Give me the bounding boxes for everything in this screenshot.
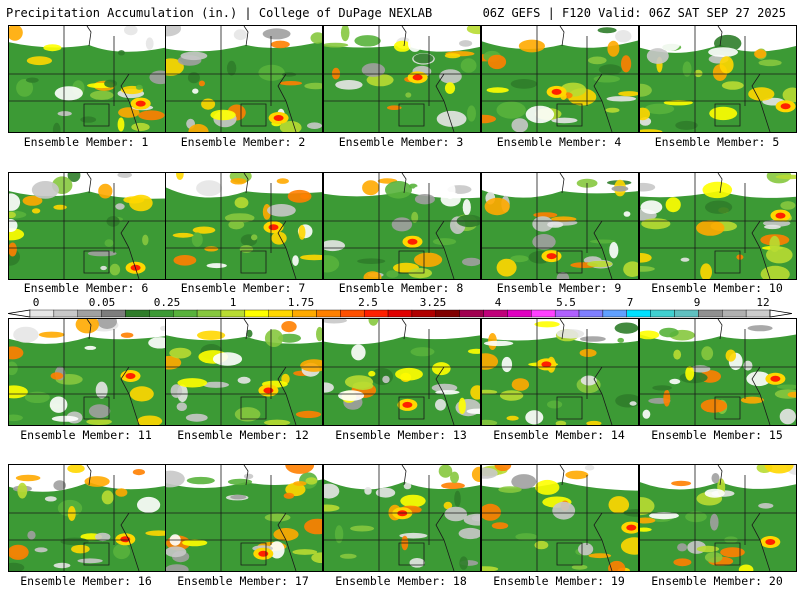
ensemble-member-label: Ensemble Member: 14	[493, 428, 625, 442]
colorbar-swatch	[531, 309, 556, 318]
ensemble-member-map	[323, 25, 481, 133]
map-title: Precipitation Accumulation (in.) | Colle…	[6, 6, 433, 20]
ensemble-member-label: Ensemble Member: 11	[20, 428, 152, 442]
ensemble-member-map	[481, 318, 639, 426]
ensemble-member-map	[481, 25, 639, 133]
colorbar-swatch	[244, 309, 269, 318]
colorbar-swatch	[722, 309, 747, 318]
ensemble-member-label: Ensemble Member: 2	[180, 135, 306, 149]
ensemble-member-label: Ensemble Member: 1	[23, 135, 149, 149]
ensemble-member-map	[165, 25, 323, 133]
colorbar-swatch	[316, 309, 341, 318]
ensemble-member-label: Ensemble Member: 12	[177, 428, 309, 442]
ensemble-member-label: Ensemble Member: 9	[496, 281, 622, 295]
colorbar-swatch	[268, 309, 293, 318]
ensemble-member-map	[481, 172, 639, 280]
ensemble-member-map	[639, 172, 797, 280]
colorbar-swatch	[483, 309, 508, 318]
colorbar-swatch	[459, 309, 484, 318]
colorbar-swatch	[435, 309, 460, 318]
colorbar-swatch	[363, 309, 389, 318]
ensemble-member-map	[8, 318, 166, 426]
colorbar-tick-label: 3.25	[419, 296, 447, 309]
colorbar-swatch	[125, 309, 150, 318]
colorbar-swatch	[387, 309, 413, 318]
colorbar-swatch	[650, 309, 675, 318]
ensemble-member-map	[8, 172, 166, 280]
precipitation-colorbar	[8, 309, 792, 318]
ensemble-member-label: Ensemble Member: 6	[23, 281, 149, 295]
ensemble-member-map	[639, 318, 797, 426]
colorbar-tick-label: 7	[626, 296, 634, 309]
colorbar-swatch	[196, 309, 222, 318]
colorbar-tick-label: 9	[693, 296, 701, 309]
colorbar-tick-label: 0.05	[88, 296, 116, 309]
colorbar-tick-label: 1	[229, 296, 237, 309]
ensemble-member-label: Ensemble Member: 15	[651, 428, 783, 442]
ensemble-member-map	[323, 172, 481, 280]
ensemble-member-label: Ensemble Member: 19	[493, 574, 625, 588]
colorbar-high-arrow	[769, 309, 792, 318]
ensemble-member-label: Ensemble Member: 17	[177, 574, 309, 588]
colorbar-tick-label: 5.5	[556, 296, 576, 309]
colorbar-swatch	[149, 309, 174, 318]
colorbar-swatch	[411, 309, 437, 318]
colorbar-swatch	[554, 309, 580, 318]
colorbar-tick-label: 2.5	[358, 296, 378, 309]
ensemble-member-label: Ensemble Member: 13	[335, 428, 467, 442]
colorbar-tick-label: 4	[494, 296, 502, 309]
ensemble-member-label: Ensemble Member: 20	[651, 574, 783, 588]
colorbar-swatch	[29, 309, 55, 318]
ensemble-member-label: Ensemble Member: 5	[654, 135, 780, 149]
colorbar-swatch	[698, 309, 723, 318]
ensemble-member-map	[481, 464, 639, 572]
colorbar-swatch	[53, 309, 78, 318]
ensemble-member-map	[323, 318, 481, 426]
ensemble-member-map	[639, 464, 797, 572]
ensemble-member-label: Ensemble Member: 7	[180, 281, 306, 295]
colorbar-swatch	[77, 309, 102, 318]
ensemble-member-map	[8, 464, 166, 572]
ensemble-member-map	[323, 464, 481, 572]
colorbar-swatch	[602, 309, 627, 318]
colorbar-swatch	[220, 309, 246, 318]
ensemble-member-map	[165, 172, 323, 280]
ensemble-member-label: Ensemble Member: 3	[338, 135, 464, 149]
ensemble-member-map	[639, 25, 797, 133]
ensemble-member-label: Ensemble Member: 4	[496, 135, 622, 149]
ensemble-member-map	[165, 318, 323, 426]
colorbar-swatch	[340, 309, 365, 318]
ensemble-member-map	[165, 464, 323, 572]
valid-time: 06Z GEFS | F120 Valid: 06Z SAT SEP 27 20…	[482, 6, 786, 20]
colorbar-swatch	[173, 309, 198, 318]
colorbar-swatch	[578, 309, 604, 318]
colorbar-tick-label: 0	[32, 296, 40, 309]
colorbar-swatch	[745, 309, 771, 318]
ensemble-member-label: Ensemble Member: 8	[338, 281, 464, 295]
colorbar-swatch	[292, 309, 317, 318]
colorbar-tick-label: 0.25	[153, 296, 181, 309]
ensemble-member-label: Ensemble Member: 16	[20, 574, 152, 588]
colorbar-swatch	[674, 309, 699, 318]
ensemble-member-map	[8, 25, 166, 133]
ensemble-member-label: Ensemble Member: 10	[651, 281, 783, 295]
colorbar-tick-label: 12	[756, 296, 770, 309]
colorbar-tick-label: 1.75	[287, 296, 315, 309]
colorbar-swatch	[101, 309, 126, 318]
colorbar-swatch	[626, 309, 651, 318]
colorbar-swatch	[507, 309, 532, 318]
colorbar-low-arrow	[8, 309, 31, 318]
ensemble-member-label: Ensemble Member: 18	[335, 574, 467, 588]
